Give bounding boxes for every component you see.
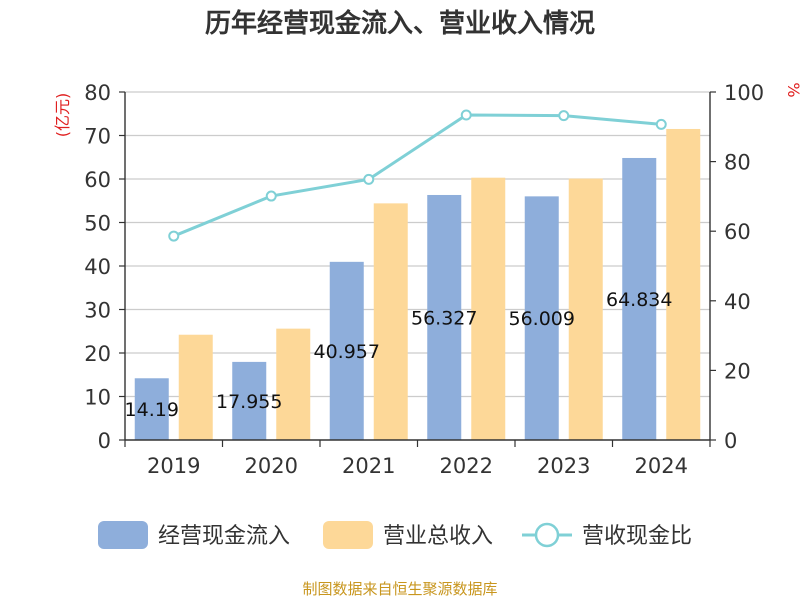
bar-total-revenue	[666, 128, 701, 440]
bar-data-label: 64.834	[606, 289, 672, 311]
right-tick-label: 40	[724, 290, 751, 314]
cash-ratio-point	[558, 110, 570, 122]
axes-group: 0 10 20 30 40 50 60 70 80 0 20 40 60 80 100 2019 2020 202…	[84, 81, 764, 478]
left-axis-unit: (亿元)	[53, 93, 72, 138]
legend-swatch	[323, 521, 373, 549]
left-tick-label: 30	[84, 299, 111, 323]
cash-ratio-point	[265, 190, 277, 202]
bar-total-revenue	[373, 203, 408, 440]
x-tick-label: 2021	[342, 454, 395, 478]
left-tick-label: 20	[84, 342, 111, 366]
left-tick-label: 10	[84, 386, 111, 410]
cash-ratio-point	[460, 109, 472, 121]
bar-total-revenue	[276, 328, 311, 440]
x-tick-label: 2022	[440, 454, 493, 478]
right-axis-unit: %	[784, 82, 800, 97]
left-tick-label: 80	[84, 81, 111, 105]
right-tick-label: 0	[724, 429, 737, 453]
bar-cash-inflow	[232, 361, 267, 440]
bar-data-label: 17.955	[216, 391, 282, 413]
bar-total-revenue	[178, 334, 213, 440]
source-footer: 制图数据来自恒生聚源数据库	[302, 580, 497, 598]
bars-group	[134, 128, 701, 440]
legend-label: 经营现金流入	[158, 524, 290, 549]
cash-ratio-point	[168, 230, 180, 242]
legend-label: 营收现金比	[582, 524, 692, 549]
legend-swatch	[98, 521, 148, 549]
bar-cash-inflow	[427, 194, 462, 440]
legend-line-marker	[534, 522, 560, 548]
x-tick-label: 2019	[147, 454, 200, 478]
bar-data-label: 56.327	[411, 307, 477, 329]
line-series-group	[168, 109, 667, 242]
bar-cash-inflow	[524, 196, 559, 440]
bar-data-label: 56.009	[509, 308, 575, 330]
bar-cash-inflow	[622, 157, 657, 440]
bar-total-revenue	[568, 178, 603, 440]
right-tick-label: 60	[724, 220, 751, 244]
x-tick-label: 2024	[635, 454, 688, 478]
legend: 经营现金流入 营业总收入 营收现金比	[98, 521, 692, 549]
right-tick-label: 20	[724, 359, 751, 383]
bar-total-revenue	[471, 177, 506, 440]
bar-data-label: 40.957	[314, 341, 380, 363]
left-tick-label: 70	[84, 125, 111, 149]
data-labels-group: 14.19 17.955 40.957 56.327 56.009 64.834	[125, 289, 673, 421]
left-tick-label: 40	[84, 255, 111, 279]
left-tick-label: 0	[98, 429, 111, 453]
legend-label: 营业总收入	[383, 524, 493, 549]
gridlines	[125, 91, 710, 398]
cash-ratio-point	[655, 118, 667, 130]
right-tick-label: 80	[724, 151, 751, 175]
bar-cash-inflow	[329, 261, 364, 440]
left-tick-label: 50	[84, 212, 111, 236]
left-tick-label: 60	[84, 168, 111, 192]
bar-data-label: 14.19	[125, 399, 179, 421]
bar-cash-inflow	[134, 378, 169, 440]
x-tick-label: 2020	[245, 454, 298, 478]
right-tick-label: 100	[724, 81, 764, 105]
cash-ratio-line	[173, 113, 662, 238]
cash-ratio-point	[363, 173, 375, 185]
x-tick-label: 2023	[537, 454, 590, 478]
chart-title: 历年经营现金流入、营业收入情况	[205, 8, 595, 39]
